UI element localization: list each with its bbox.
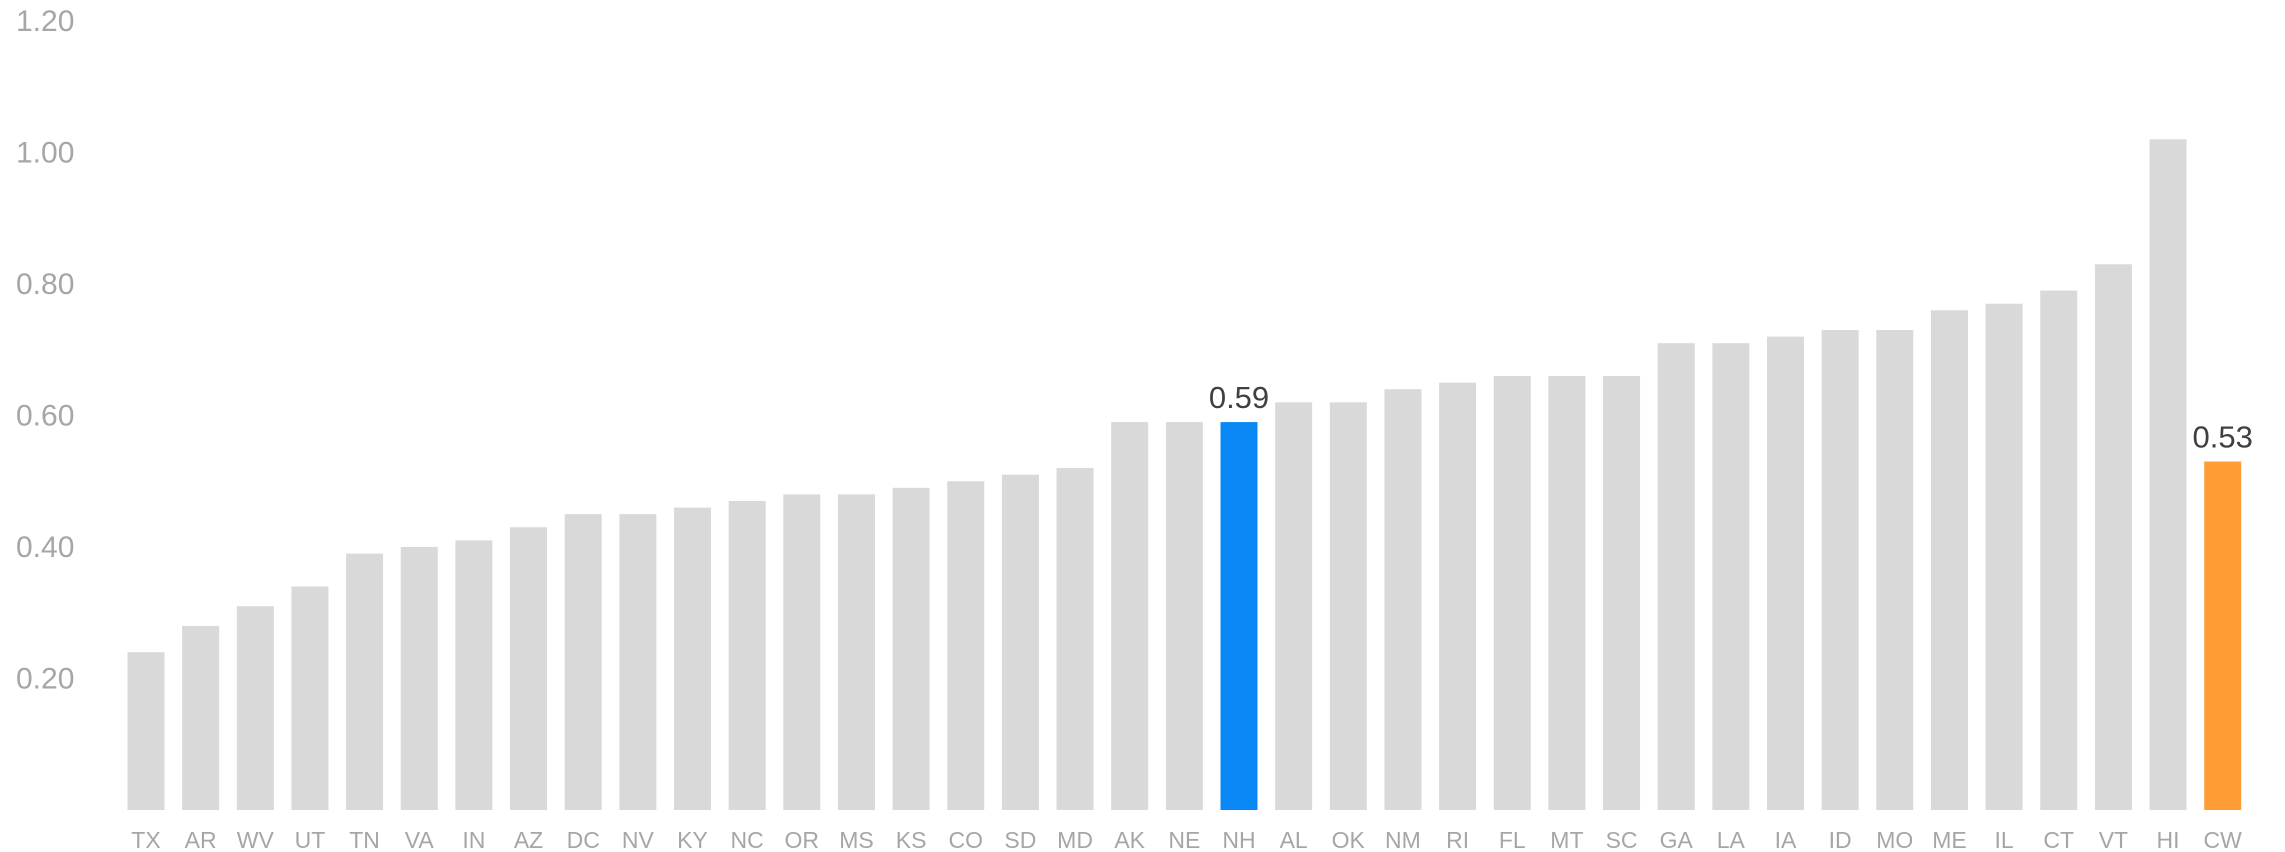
x-tick-label: WV [237,827,275,852]
bar-me [1930,310,1968,810]
data-labels: 0.59 0.53 [1209,380,2253,454]
bar-hi [2149,139,2187,811]
bar-cw [2204,461,2242,810]
bar-ct [2040,290,2078,810]
y-axis: 0.20 0.40 0.60 0.80 1.00 1.20 [16,5,74,696]
x-tick-label: MD [1057,827,1093,852]
x-tick-label: NH [1222,827,1255,852]
data-label-nh: 0.59 [1209,380,1269,415]
bar-ia [1767,336,1804,810]
bar-wv [236,606,274,810]
bar-mo [1876,330,1914,810]
x-tick-label: MO [1876,827,1913,852]
bar-ak [1111,422,1149,810]
bar-nm [1384,389,1422,810]
bar-md [1056,468,1094,810]
x-tick-label: NV [622,827,655,852]
x-tick-label: AL [1280,827,1308,852]
bar-id [1821,330,1859,810]
x-tick-label: SC [1606,827,1638,852]
bar-sd [1001,474,1039,810]
y-tick-label: 1.00 [16,137,74,170]
x-tick-label: DC [567,827,600,852]
x-tick-label: CT [2043,827,2074,852]
x-tick-label: TN [349,827,380,852]
bar-ok [1329,402,1367,810]
bar-series [127,139,2242,811]
bar-va [400,547,438,810]
bar-sc [1603,376,1641,810]
bar-al [1275,402,1313,810]
bar-nh [1220,422,1258,810]
bar-vt [2094,264,2132,810]
x-tick-label: RI [1446,827,1469,852]
bar-co [947,481,985,810]
bar-ri [1439,382,1477,811]
bar-mt [1548,376,1586,810]
y-tick-label: 0.60 [16,400,74,433]
x-tick-label: VA [405,827,435,852]
bar-ky [674,507,711,810]
x-tick-label: CW [2204,827,2243,852]
bar-fl [1493,376,1531,810]
bar-ut [291,586,329,810]
x-tick-label: KS [896,827,927,852]
y-tick-label: 0.40 [16,531,74,564]
bar-or [783,494,821,810]
bar-la [1712,343,1750,810]
bar-ar [182,625,220,810]
bar-dc [564,514,602,811]
x-tick-label: ID [1829,827,1852,852]
x-tick-label: AR [185,827,217,852]
bar-tn [346,553,384,810]
x-tick-label: NE [1168,827,1200,852]
x-tick-label: GA [1660,827,1694,852]
bar-nv [619,514,657,811]
bar-ne [1165,422,1203,810]
x-tick-label: KY [677,827,708,852]
x-tick-label: IL [1995,827,2014,852]
x-tick-label: ME [1932,827,1967,852]
x-tick-label: AK [1114,827,1145,852]
x-tick-label: VT [2099,827,2128,852]
bar-ms [837,494,875,810]
bar-il [1985,303,2023,810]
bar-az [510,527,548,810]
x-tick-label: LA [1717,827,1746,852]
bar-tx [127,652,165,810]
x-axis: TX AR WV UT TN VA IN AZ DC NV KY NC OR MS KS CO SD MD AK NE… [131,827,2242,852]
y-tick-label: 0.80 [16,268,74,301]
x-tick-label: AZ [514,827,543,852]
data-label-cw: 0.53 [2193,420,2253,455]
x-tick-label: UT [295,827,326,852]
y-tick-label: 0.20 [16,663,74,696]
x-tick-label: FL [1499,827,1526,852]
x-tick-label: TX [131,827,160,852]
bar-ks [892,487,930,810]
bar-in [455,540,493,810]
x-tick-label: CO [949,827,984,852]
x-tick-label: NC [731,827,764,852]
x-tick-label: OR [785,827,820,852]
x-tick-label: IN [462,827,485,852]
x-tick-label: IA [1775,827,1797,852]
x-tick-label: NM [1385,827,1421,852]
bar-ga [1657,343,1695,810]
x-tick-label: HI [2157,827,2180,852]
x-tick-label: MS [839,827,874,852]
x-tick-label: OK [1332,827,1366,852]
x-tick-label: MT [1550,827,1583,852]
y-tick-label: 1.20 [16,5,74,38]
bar-nc [728,500,766,810]
x-tick-label: SD [1004,827,1036,852]
